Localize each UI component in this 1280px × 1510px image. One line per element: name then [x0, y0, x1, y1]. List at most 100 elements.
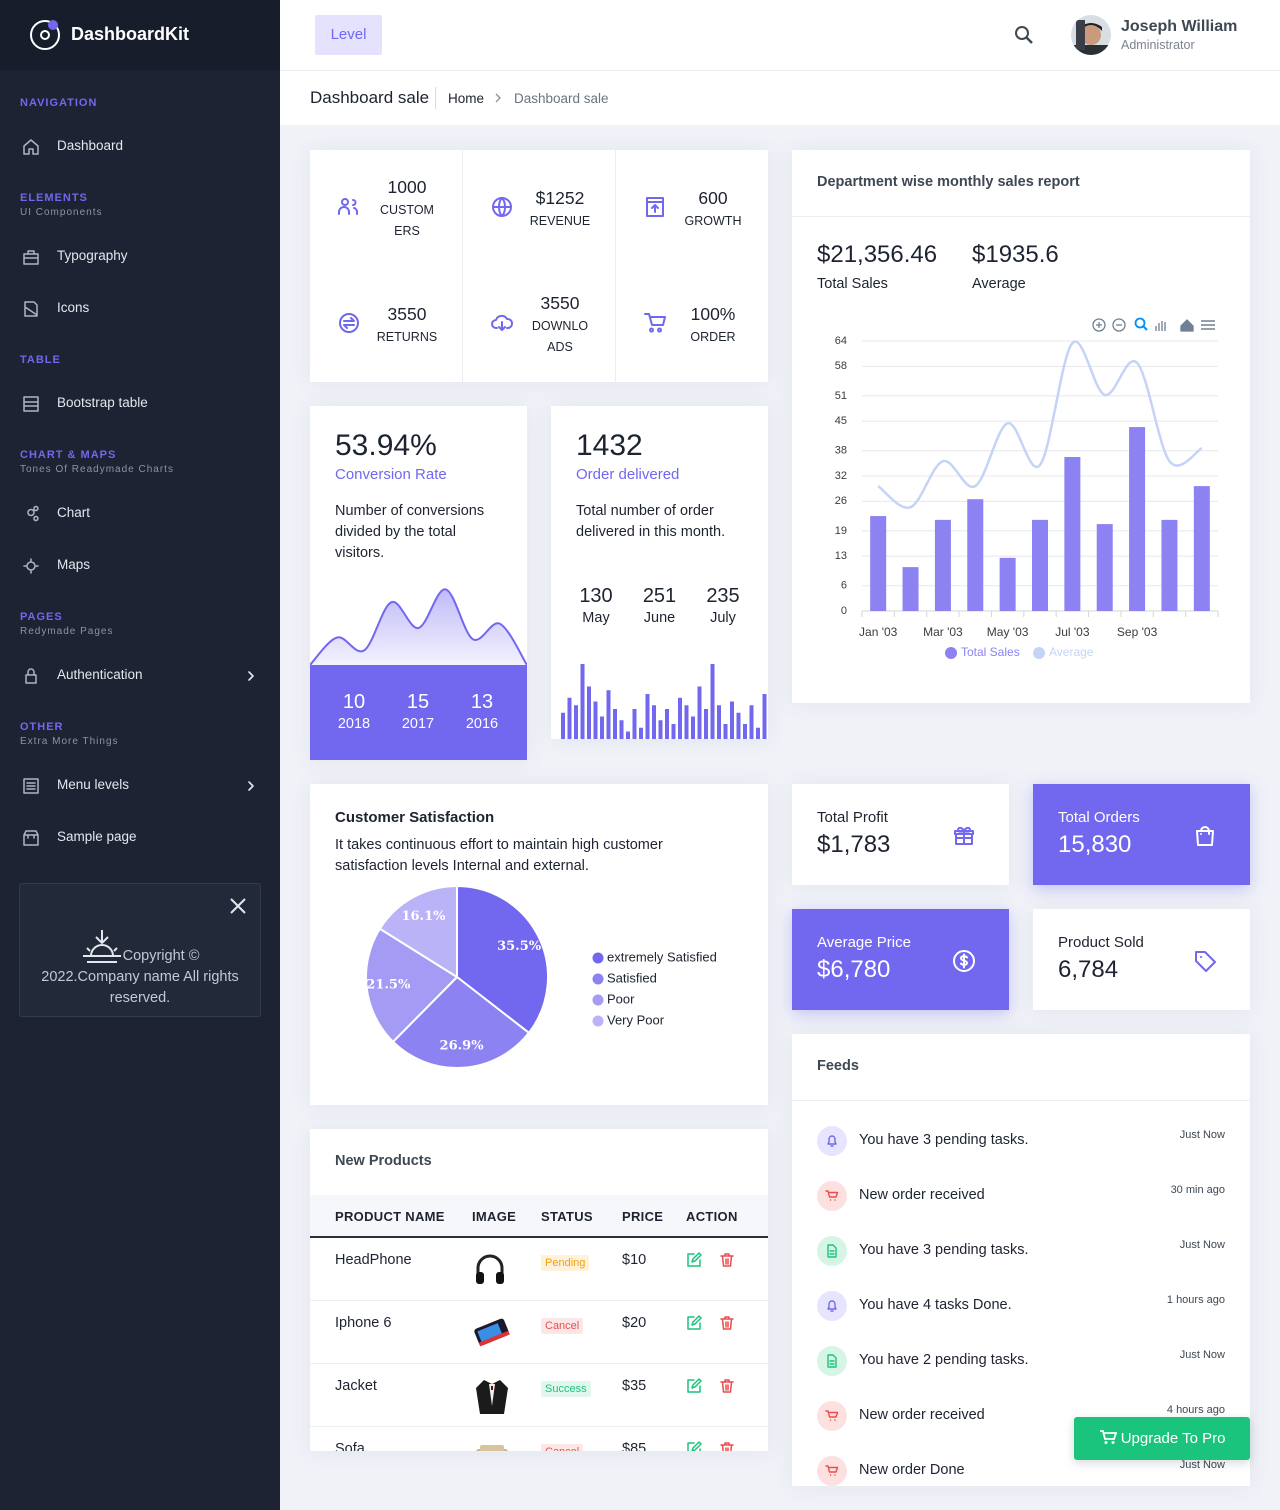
edit-button[interactable]	[686, 1315, 702, 1331]
conversion-card: 53.94% Conversion Rate Number of conversio…	[310, 406, 527, 760]
y-tick-label: 13	[835, 550, 847, 562]
edit-button[interactable]	[686, 1252, 702, 1268]
total-value: $1935.6	[972, 241, 1059, 268]
level-button[interactable]: Level	[315, 15, 382, 55]
bar	[934, 519, 951, 611]
nav-icon	[23, 139, 39, 155]
product-image	[474, 1318, 510, 1347]
feed-text: You have 3 pending tasks.	[859, 1132, 1029, 1148]
bar	[736, 712, 741, 739]
bar	[902, 567, 919, 611]
total-value: $21,356.46	[817, 241, 938, 268]
stat-label: REVENUE	[529, 213, 591, 228]
stat-label: CUSTOMERS	[380, 203, 434, 238]
y-tick-label: 0	[841, 605, 847, 617]
search-icon[interactable]	[1014, 25, 1034, 45]
feed-glyph-shape	[825, 1410, 839, 1421]
feeds-card: Feeds You have 3 pending tasks. Just Now Ne…	[792, 1034, 1250, 1486]
avatar[interactable]	[1071, 15, 1111, 55]
delete-button[interactable]	[719, 1315, 735, 1331]
month-value: 251	[642, 585, 677, 607]
status-badge: Success	[541, 1381, 591, 1397]
nav-item[interactable]: Menu levels	[0, 774, 280, 798]
feed-glyph-shape	[827, 1135, 837, 1147]
stat-cell: 3550 RETURNS	[310, 266, 463, 382]
chevron	[495, 93, 501, 103]
product-name: Iphone 6	[335, 1315, 392, 1331]
bar	[639, 727, 643, 739]
nav-item[interactable]: Icons	[0, 297, 280, 321]
delete-button[interactable]	[719, 1441, 735, 1451]
feed-text: New order Done	[859, 1462, 965, 1478]
feed-glyph	[825, 1190, 839, 1201]
edit-button-shape	[687, 1252, 702, 1267]
summary-value: $1,783	[817, 831, 891, 858]
summary-title: Total Orders	[1058, 809, 1140, 826]
pie-slice	[378, 884, 458, 979]
edit-button[interactable]	[686, 1378, 702, 1394]
x-tick-label: Jul '03	[1055, 625, 1090, 639]
feed-glyph-shape	[827, 1244, 837, 1258]
y-tick-label: 26	[835, 495, 847, 507]
pie-label: 21.5%	[366, 978, 411, 993]
stat-cell: $1252 REVENUE	[463, 150, 616, 266]
zoom-sign	[1096, 322, 1102, 328]
bar	[967, 499, 984, 611]
nav-item[interactable]: Bootstrap table	[0, 392, 280, 416]
pie-slice	[365, 927, 459, 1044]
stat-cell: 100% ORDER	[616, 266, 768, 382]
image-part	[496, 1272, 504, 1284]
nav-label: Menu levels	[57, 777, 130, 792]
breadcrumb-home[interactable]: Home	[448, 91, 485, 106]
nav-item[interactable]: Sample page	[0, 826, 280, 850]
month-label: July	[710, 610, 736, 626]
edit-button[interactable]	[686, 1441, 702, 1451]
close-icon[interactable]	[228, 896, 248, 916]
stat-value: $1252	[535, 187, 585, 208]
x-tick-label: Mar '03	[923, 625, 963, 639]
nav-item[interactable]: Typography	[0, 245, 280, 269]
stat-text: 600 GROWTH	[678, 185, 748, 232]
bar	[756, 727, 760, 739]
info-value: 1432	[576, 429, 643, 462]
nav-item[interactable]: Chart	[0, 502, 280, 526]
y-tick-label: 64	[835, 335, 847, 347]
month-stat: 130 May	[564, 584, 628, 628]
bar	[704, 709, 708, 739]
card-divider	[792, 1100, 1250, 1101]
stat-text: 100% ORDER	[678, 301, 748, 348]
stat-icon-shape	[644, 313, 666, 333]
bar	[1096, 524, 1113, 611]
conversion-footer: 10 2018 15 2017 13 2016	[310, 665, 527, 760]
delete-button[interactable]	[719, 1378, 735, 1394]
bar	[678, 697, 682, 739]
year-label: 2018	[337, 716, 371, 732]
summary-icon	[1196, 826, 1214, 846]
area-chart	[310, 588, 527, 666]
feed-time: Just Now	[1179, 1349, 1225, 1361]
upgrade-button[interactable]: Upgrade To Pro	[1074, 1417, 1250, 1460]
cart-icon	[1099, 1430, 1117, 1444]
month-label: June	[643, 610, 676, 626]
legend-marker	[592, 973, 604, 985]
stat-icon-shape	[338, 198, 358, 215]
nav-item[interactable]: Authentication	[0, 664, 280, 688]
delete-button[interactable]	[719, 1252, 735, 1268]
image-part	[476, 1254, 504, 1274]
bar	[743, 724, 747, 739]
stat-text: 3550 DOWNLOADS	[525, 290, 595, 358]
nav-section-title: ELEMENTS	[20, 192, 88, 204]
nav-item[interactable]: Dashboard	[0, 135, 280, 159]
product-name: Jacket	[335, 1378, 377, 1394]
nav-item[interactable]: Maps	[0, 554, 280, 578]
feed-icon	[817, 1346, 847, 1376]
bar	[717, 705, 721, 739]
stat-value: 3550	[540, 293, 580, 313]
chart-toolbar	[1092, 317, 1215, 332]
summary-value: 6,784	[1058, 956, 1119, 983]
stat-value: 100%	[690, 303, 736, 324]
bar	[567, 697, 572, 739]
footer-text: Copyright © 2022.Company name All rights…	[40, 928, 240, 1009]
page-title: Dashboard sale	[310, 88, 430, 107]
